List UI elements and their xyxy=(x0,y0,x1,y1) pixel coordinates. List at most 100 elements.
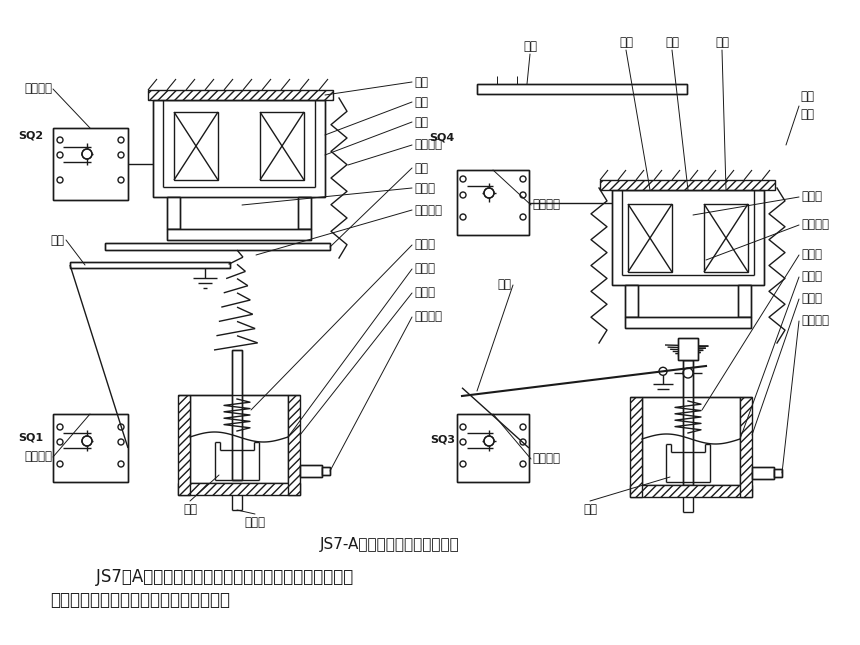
Bar xyxy=(477,84,687,94)
Bar xyxy=(300,465,322,477)
Text: 活塞杆: 活塞杆 xyxy=(801,190,822,204)
Text: 橡胶膜: 橡胶膜 xyxy=(414,263,435,275)
Bar xyxy=(70,262,230,268)
Text: JS7－A系列空气阻尼式时间继电器是利用气囊中的空气: JS7－A系列空气阻尼式时间继电器是利用气囊中的空气 xyxy=(75,568,353,586)
Text: 铁心: 铁心 xyxy=(665,36,679,49)
Circle shape xyxy=(82,436,92,446)
Text: SQ4: SQ4 xyxy=(430,132,455,142)
Bar xyxy=(167,197,180,229)
Bar xyxy=(683,360,693,485)
Bar xyxy=(53,414,128,482)
Text: 进气孔: 进气孔 xyxy=(244,516,266,529)
Bar xyxy=(738,285,751,317)
Bar xyxy=(625,317,751,328)
Circle shape xyxy=(484,436,494,446)
Text: 塔形弹簧: 塔形弹簧 xyxy=(414,204,442,217)
Text: 橡胶膜: 橡胶膜 xyxy=(801,270,822,284)
Bar xyxy=(642,397,740,485)
Bar xyxy=(70,262,230,268)
Text: 活塞: 活塞 xyxy=(583,503,597,516)
Bar xyxy=(298,197,311,229)
Bar xyxy=(704,204,748,272)
Text: 活塞: 活塞 xyxy=(183,503,197,516)
Text: 微动开关: 微动开关 xyxy=(532,453,560,466)
Bar xyxy=(232,350,242,480)
Bar xyxy=(322,467,330,475)
Text: 弱弹簧: 弱弹簧 xyxy=(414,239,435,252)
Bar xyxy=(300,465,322,477)
Text: 弹簧: 弹簧 xyxy=(800,108,814,121)
Text: 微动开关: 微动开关 xyxy=(532,199,560,212)
Bar xyxy=(628,204,672,272)
Bar xyxy=(625,285,638,317)
Text: SQ1: SQ1 xyxy=(18,433,43,443)
Bar xyxy=(53,128,128,200)
Bar xyxy=(630,397,642,497)
Bar xyxy=(167,229,311,240)
Text: 铁心: 铁心 xyxy=(414,95,428,108)
Bar xyxy=(457,414,529,482)
Bar xyxy=(53,414,128,482)
Bar xyxy=(752,467,774,479)
Text: SQ2: SQ2 xyxy=(18,130,43,140)
Bar xyxy=(232,350,242,480)
Bar xyxy=(153,100,325,197)
Text: 活塞杆: 活塞杆 xyxy=(414,181,435,195)
Bar xyxy=(322,467,330,475)
Bar xyxy=(298,197,311,229)
Text: 线圈: 线圈 xyxy=(414,75,428,88)
Bar xyxy=(174,112,218,180)
Bar xyxy=(740,397,752,497)
Bar xyxy=(457,170,529,235)
Bar xyxy=(153,100,325,197)
Text: 空气室: 空气室 xyxy=(801,292,822,306)
Bar xyxy=(105,243,330,250)
Bar xyxy=(774,469,782,477)
Bar xyxy=(178,395,190,495)
Bar xyxy=(148,90,333,100)
Bar xyxy=(190,395,288,483)
Bar xyxy=(612,190,764,285)
Bar xyxy=(752,467,774,479)
Circle shape xyxy=(484,188,494,198)
Bar xyxy=(600,180,775,190)
Bar xyxy=(167,197,180,229)
Bar xyxy=(53,128,128,200)
Bar xyxy=(612,190,764,285)
Bar xyxy=(167,229,311,240)
Bar xyxy=(477,84,687,94)
Text: 通过小孔节流的原理来获得延时动作的。: 通过小孔节流的原理来获得延时动作的。 xyxy=(50,591,230,609)
Bar xyxy=(625,317,751,328)
Bar xyxy=(625,285,638,317)
Bar xyxy=(457,170,529,235)
Bar xyxy=(738,285,751,317)
Bar xyxy=(774,469,782,477)
Text: 推板: 推板 xyxy=(414,161,428,175)
Bar xyxy=(260,112,304,180)
Text: 调节螺钉: 调节螺钉 xyxy=(414,310,442,324)
Text: 微动开关: 微动开关 xyxy=(24,83,52,95)
Text: 反力: 反力 xyxy=(800,90,814,103)
Bar xyxy=(178,483,300,495)
Text: 杠杆: 杠杆 xyxy=(50,233,64,246)
Text: 线圈: 线圈 xyxy=(619,36,633,49)
Text: 杠杆: 杠杆 xyxy=(497,279,511,292)
Text: JS7-A型时间继电器的结构原理: JS7-A型时间继电器的结构原理 xyxy=(320,537,460,553)
Text: 弱弹簧: 弱弹簧 xyxy=(801,248,822,261)
Bar xyxy=(105,243,330,250)
Text: 推板: 推板 xyxy=(523,40,537,53)
Text: 衔铁: 衔铁 xyxy=(715,36,729,49)
Text: 塔形弹簧: 塔形弹簧 xyxy=(801,219,829,232)
Bar xyxy=(678,338,698,360)
Bar xyxy=(678,338,698,360)
Text: SQ3: SQ3 xyxy=(430,435,455,445)
Text: 调节螺钉: 调节螺钉 xyxy=(801,315,829,328)
Text: 衔铁: 衔铁 xyxy=(414,115,428,128)
Bar xyxy=(288,395,300,495)
Text: 微动开关: 微动开关 xyxy=(24,450,52,464)
Text: 反力弹簧: 反力弹簧 xyxy=(414,139,442,152)
Bar xyxy=(683,360,693,485)
Bar xyxy=(630,485,752,497)
Text: 空气室: 空气室 xyxy=(414,286,435,299)
Bar xyxy=(457,414,529,482)
